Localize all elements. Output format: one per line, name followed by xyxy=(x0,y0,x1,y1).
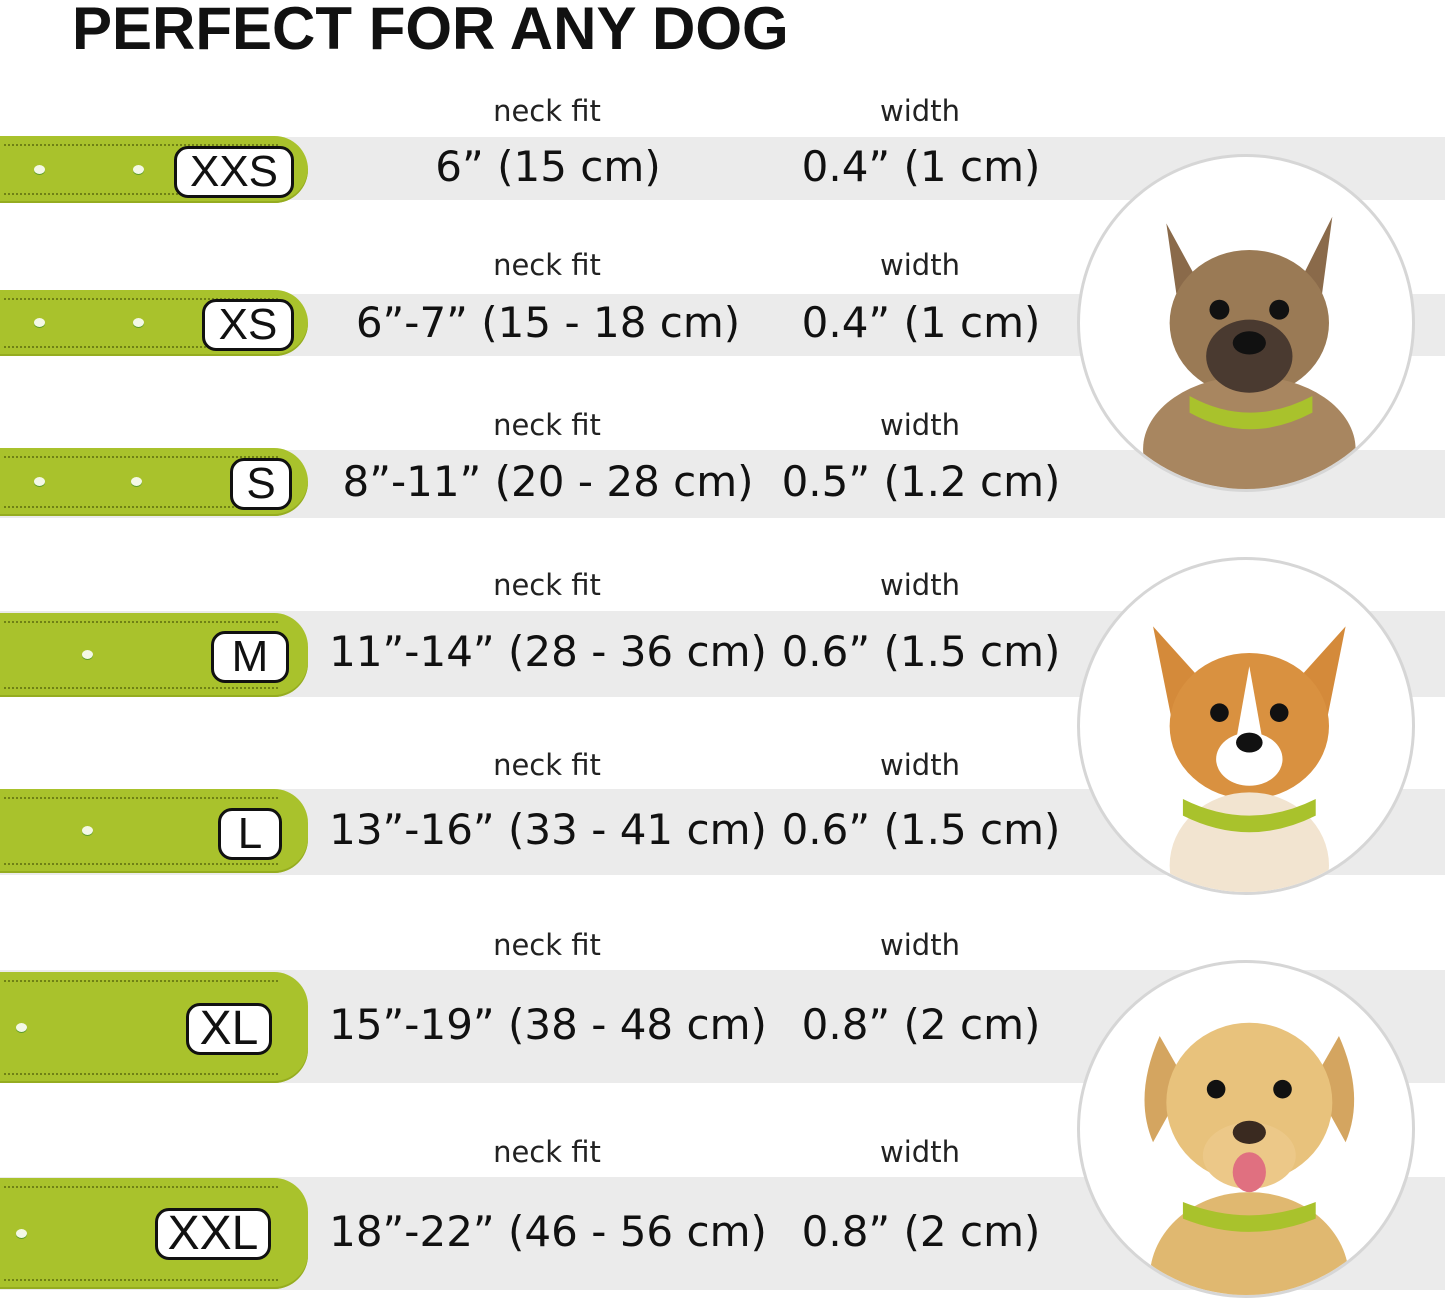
neck-fit-label: neck fit xyxy=(493,408,601,442)
neck-fit-label: neck fit xyxy=(493,94,601,128)
dog-photo-medium xyxy=(1077,557,1415,895)
width-label: width xyxy=(880,94,960,128)
size-badge: L xyxy=(218,808,282,860)
neck-fit-label: neck fit xyxy=(493,748,601,782)
collar-hole xyxy=(82,650,93,659)
width-label: width xyxy=(880,568,960,602)
corgi-icon xyxy=(1153,626,1346,892)
labrador-icon xyxy=(1144,1022,1355,1295)
neck-fit-value: 8”-11” (20 - 28 cm) xyxy=(342,457,754,506)
collar-hole xyxy=(133,164,144,174)
neck-fit-value: 6”-7” (15 - 18 cm) xyxy=(355,298,741,347)
collar-hole xyxy=(16,1228,27,1238)
size-badge: M xyxy=(211,631,289,683)
width-value: 0.4” (1 cm) xyxy=(801,298,1041,347)
neck-fit-value: 18”-22” (46 - 56 cm) xyxy=(329,1206,767,1256)
width-label: width xyxy=(880,748,960,782)
collar-hole xyxy=(131,477,142,486)
size-badge: XXL xyxy=(155,1208,271,1260)
width-label: width xyxy=(880,928,960,962)
width-label: width xyxy=(880,248,960,282)
collar-hole xyxy=(16,1022,27,1032)
dog-photo-small xyxy=(1077,154,1415,492)
neck-fit-label: neck fit xyxy=(493,568,601,602)
width-value: 0.8” (2 cm) xyxy=(801,999,1041,1049)
width-value: 0.6” (1.5 cm) xyxy=(781,805,1061,854)
collar-hole xyxy=(82,826,93,835)
neck-fit-label: neck fit xyxy=(493,928,601,962)
terrier-icon xyxy=(1143,216,1356,489)
collar-hole xyxy=(34,318,45,327)
size-badge: XXS xyxy=(174,146,294,198)
neck-fit-value: 11”-14” (28 - 36 cm) xyxy=(329,627,767,676)
width-value: 0.5” (1.2 cm) xyxy=(781,457,1061,506)
neck-fit-value: 15”-19” (38 - 48 cm) xyxy=(329,999,767,1049)
width-value: 0.4” (1 cm) xyxy=(801,141,1041,191)
dog-photo-large xyxy=(1077,960,1415,1298)
width-label: width xyxy=(880,1135,960,1169)
size-badge: XL xyxy=(186,1003,272,1055)
collar-hole xyxy=(133,318,144,327)
neck-fit-value: 13”-16” (33 - 41 cm) xyxy=(329,805,767,854)
collar-hole xyxy=(34,164,45,174)
collar-hole xyxy=(34,477,45,486)
neck-fit-value: 6” (15 cm) xyxy=(435,141,661,191)
page-title: PERFECT FOR ANY DOG xyxy=(72,0,789,62)
size-badge: S xyxy=(230,458,292,510)
width-value: 0.6” (1.5 cm) xyxy=(781,627,1061,676)
neck-fit-label: neck fit xyxy=(493,1135,601,1169)
width-value: 0.8” (2 cm) xyxy=(801,1206,1041,1256)
size-badge: XS xyxy=(202,299,294,351)
neck-fit-label: neck fit xyxy=(493,248,601,282)
width-label: width xyxy=(880,408,960,442)
